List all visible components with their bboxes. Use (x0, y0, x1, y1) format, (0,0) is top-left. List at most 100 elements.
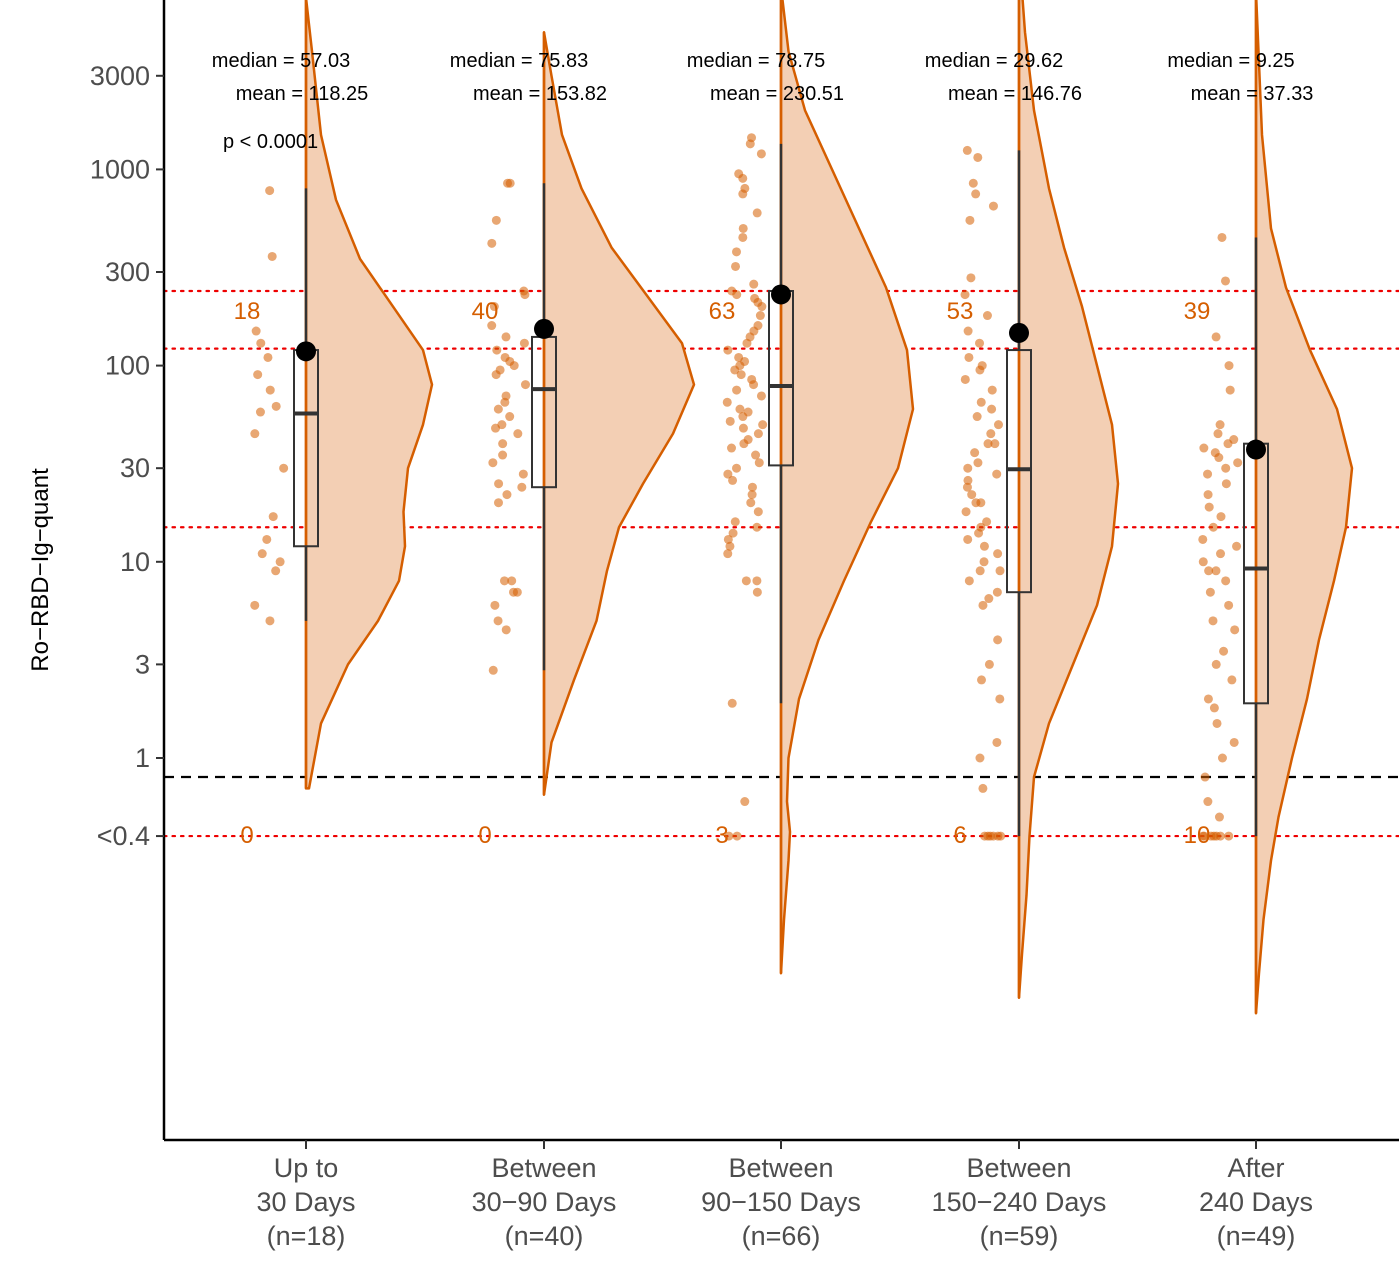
density-curve (779, 0, 915, 975)
data-point (732, 385, 742, 395)
data-point (988, 201, 998, 211)
data-point (752, 576, 762, 586)
data-point (727, 443, 737, 453)
data-point (487, 238, 497, 248)
data-point (493, 616, 503, 626)
mean-dot (534, 318, 554, 339)
x-tick-label: Between (728, 1153, 833, 1183)
mean-dot (1009, 322, 1029, 343)
data-point (749, 279, 759, 289)
data-point (967, 490, 977, 500)
data-point (742, 338, 752, 348)
count-below: 3 (715, 822, 728, 849)
mean-annotation: mean = 118.25 (236, 83, 369, 105)
data-point (738, 232, 748, 242)
data-point (1217, 753, 1227, 763)
x-tick-label: 150−240 Days (932, 1187, 1107, 1217)
x-tick-label: 30−90 Days (472, 1187, 617, 1217)
data-point (1199, 443, 1209, 453)
data-point (1221, 463, 1231, 473)
data-point (503, 178, 513, 188)
data-point (747, 482, 757, 492)
group-3: 63 3 (709, 0, 915, 975)
data-point (738, 423, 748, 433)
data-point (978, 783, 988, 793)
data-point (752, 587, 762, 597)
data-point (1216, 512, 1226, 522)
data-point (964, 352, 974, 362)
data-point (1224, 361, 1234, 371)
group-2: 40 0 (472, 31, 696, 849)
data-point (965, 215, 975, 225)
data-point (963, 326, 973, 336)
data-point (487, 321, 497, 331)
data-point (1204, 502, 1214, 512)
data-point (975, 753, 985, 763)
data-point (962, 145, 972, 155)
data-point (992, 469, 1002, 479)
data-point (725, 541, 735, 551)
data-point (505, 412, 515, 422)
count-below: 0 (478, 822, 491, 849)
data-point (491, 215, 501, 225)
data-point (973, 458, 983, 468)
data-point (1198, 534, 1208, 544)
data-point (499, 576, 509, 586)
data-point (752, 208, 762, 218)
data-point (1215, 831, 1225, 841)
data-point (968, 178, 978, 188)
data-point (491, 423, 501, 433)
x-tick-label: 240 Days (1199, 1187, 1313, 1217)
data-point (1223, 439, 1233, 449)
data-point (498, 439, 508, 449)
data-point (972, 412, 982, 422)
median-annotation: median = 78.75 (687, 50, 825, 72)
data-point (758, 420, 768, 430)
data-point (963, 534, 973, 544)
y-tick-label: 1 (135, 743, 150, 773)
data-point (740, 797, 750, 807)
y-tick-label: 3000 (90, 61, 150, 91)
data-point (992, 587, 1002, 597)
data-point (982, 517, 992, 527)
y-ticks: 1000030001000300100301031<0.4 (90, 61, 164, 851)
data-point (271, 566, 281, 576)
count-below: 0 (240, 822, 253, 849)
data-point (984, 594, 994, 604)
data-point (755, 311, 765, 321)
data-point (265, 186, 275, 196)
annotations: p < 0.0001 median = 57.03 mean = 118.25 me… (212, 50, 1314, 153)
data-point (263, 352, 273, 362)
data-point (986, 429, 996, 439)
data-point (736, 370, 746, 380)
data-point (983, 439, 993, 449)
count-below: 10 (1184, 822, 1211, 849)
data-point (749, 380, 759, 390)
count-above: 18 (234, 298, 261, 325)
data-point (1212, 718, 1222, 728)
data-point (730, 365, 740, 375)
data-point (498, 450, 508, 460)
data-point (973, 152, 983, 162)
data-point (1211, 566, 1221, 576)
data-point (1209, 703, 1219, 713)
data-point (993, 635, 1003, 645)
data-point (745, 139, 755, 149)
x-tick-label: Between (491, 1153, 596, 1183)
data-point (1199, 831, 1209, 841)
data-point (250, 600, 260, 610)
x-tick-label: Between (966, 1153, 1071, 1183)
data-point (1213, 429, 1223, 439)
data-point (1227, 675, 1237, 685)
data-point (251, 326, 261, 336)
x-tick-label: Up to (274, 1153, 339, 1183)
data-point (970, 448, 980, 458)
data-point (732, 831, 742, 841)
data-point (500, 397, 510, 407)
data-point (978, 600, 988, 610)
y-tick-label: 30 (120, 453, 150, 483)
x-tick-label: (n=40) (505, 1221, 584, 1251)
data-point (964, 576, 974, 586)
data-point (265, 616, 275, 626)
